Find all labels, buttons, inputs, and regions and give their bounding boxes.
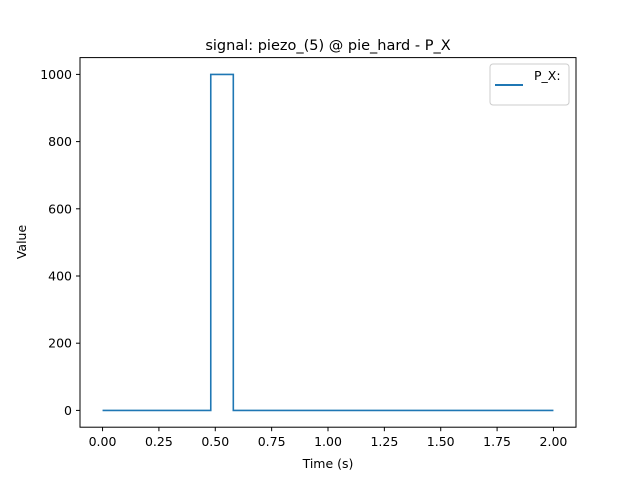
legend: P_X: bbox=[489, 63, 570, 106]
series-line-0 bbox=[102, 73, 554, 412]
x-tick-label: 2.00 bbox=[540, 434, 568, 449]
x-axis: 0.00 0.25 0.50 0.75 1.00 1.25 1.50 1.75 2.00 bbox=[89, 427, 568, 449]
legend-label: P_X: bbox=[534, 68, 561, 83]
legend-box bbox=[489, 63, 570, 106]
y-tick-label: 0 bbox=[64, 403, 72, 418]
y-tick-label: 1000 bbox=[40, 67, 72, 82]
x-tick-label: 1.00 bbox=[314, 434, 342, 449]
x-tick-label: 0.00 bbox=[89, 434, 117, 449]
x-tick-label: 1.50 bbox=[427, 434, 455, 449]
chart-title: signal: piezo_(5) @ pie_hard - P_X bbox=[205, 38, 450, 54]
x-axis-label: Time (s) bbox=[302, 456, 354, 471]
x-tick-label: 1.75 bbox=[483, 434, 511, 449]
x-tick-label: 1.25 bbox=[370, 434, 398, 449]
plot-area-frame bbox=[79, 57, 577, 428]
y-tick-label: 200 bbox=[48, 336, 72, 351]
x-tick-label: 0.50 bbox=[201, 434, 229, 449]
y-tick-label: 800 bbox=[48, 134, 72, 149]
y-tick-label: 400 bbox=[48, 269, 72, 284]
y-axis: 0 200 400 600 800 1000 bbox=[40, 67, 80, 418]
y-axis-label: Value bbox=[14, 225, 29, 260]
y-tick-label: 600 bbox=[48, 201, 72, 216]
x-tick-label: 0.25 bbox=[145, 434, 173, 449]
series-layer bbox=[102, 73, 554, 412]
x-tick-label: 0.75 bbox=[258, 434, 286, 449]
